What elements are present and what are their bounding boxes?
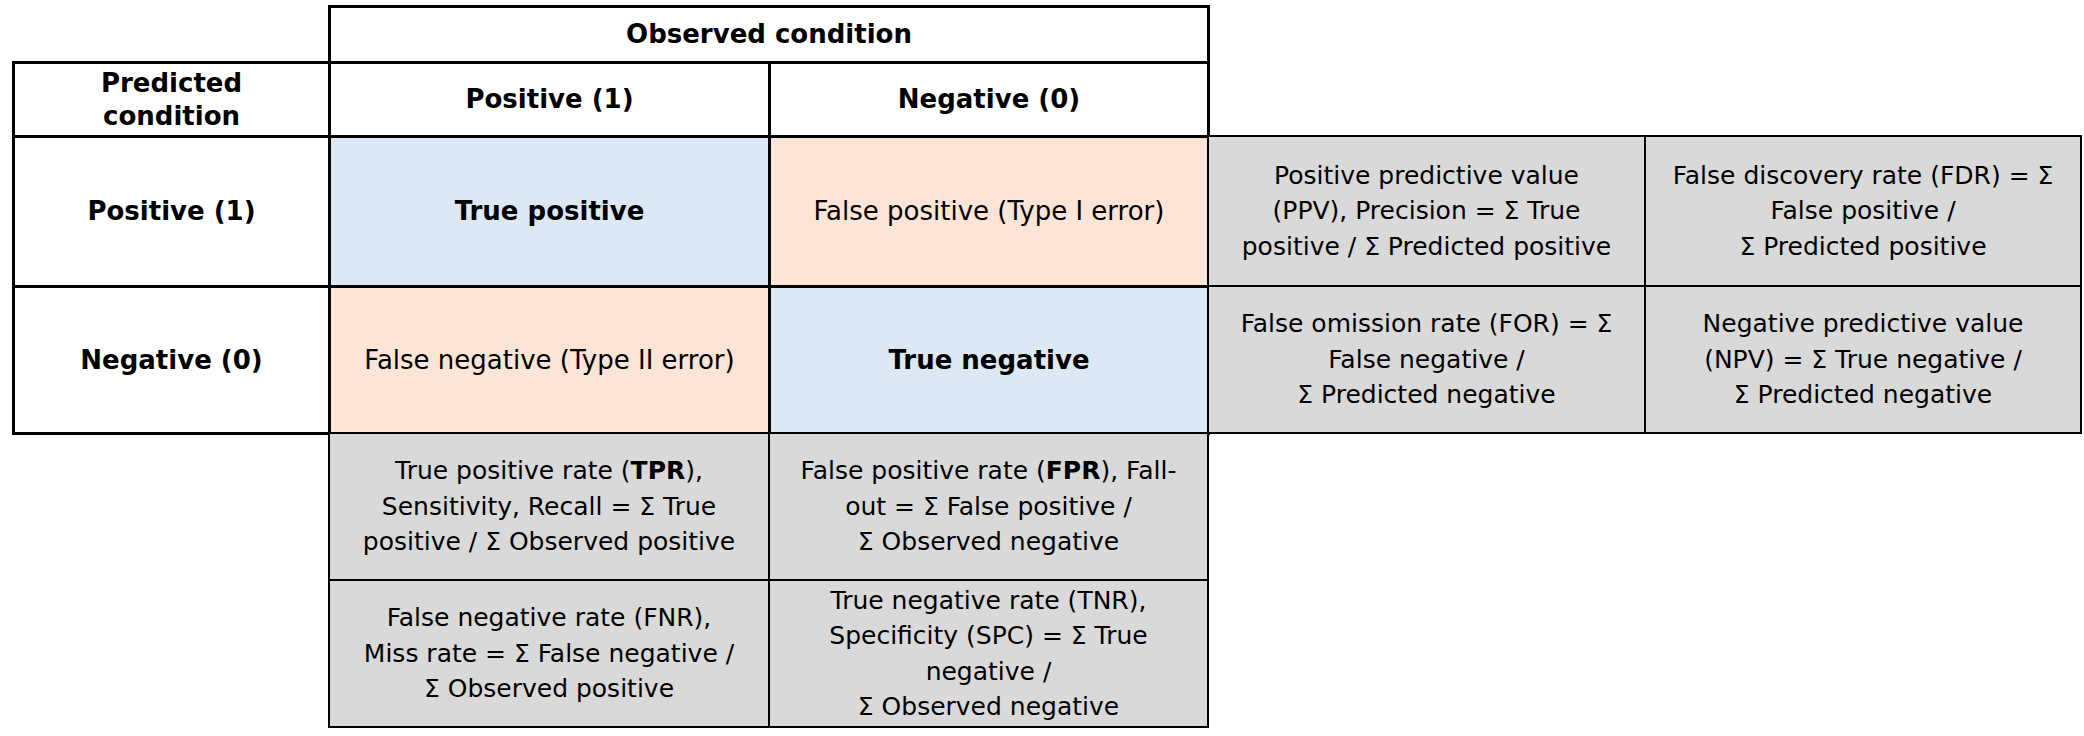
true-positive-cell: True positive [328,135,771,288]
metric-cell-tpr: True positive rate (TPR),Sensitivity, Re… [328,432,770,581]
false-positive-cell: False positive (Type I error) [768,135,1210,288]
true-negative-cell: True negative [768,285,1210,435]
confusion-matrix-diagram: Observed condition Predictedcondition Po… [0,0,2084,736]
metric-cell-npv: Negative predictive value(NPV) = Σ True … [1644,285,2082,434]
false-negative-cell: False negative (Type II error) [328,285,771,435]
metric-cell-fdr: False discovery rate (FDR) = ΣFalse posi… [1644,135,2082,287]
metric-cell-fpr: False positive rate (FPR), Fall-out = Σ … [768,432,1209,581]
metric-cell-tnr: True negative rate (TNR),Specificity (SP… [768,579,1209,728]
predicted-condition-header: Predictedcondition [12,61,331,138]
metric-cell-fnr: False negative rate (FNR),Miss rate = Σ … [328,579,770,728]
predicted-positive-row-header: Positive (1) [12,135,331,288]
metric-cell-for: False omission rate (FOR) = ΣFalse negat… [1207,285,1646,434]
observed-negative-column-header: Negative (0) [768,61,1210,138]
metric-cell-ppv: Positive predictive value(PPV), Precisio… [1207,135,1646,287]
observed-condition-header: Observed condition [328,5,1210,64]
observed-positive-column-header: Positive (1) [328,61,771,138]
predicted-negative-row-header: Negative (0) [12,285,331,435]
